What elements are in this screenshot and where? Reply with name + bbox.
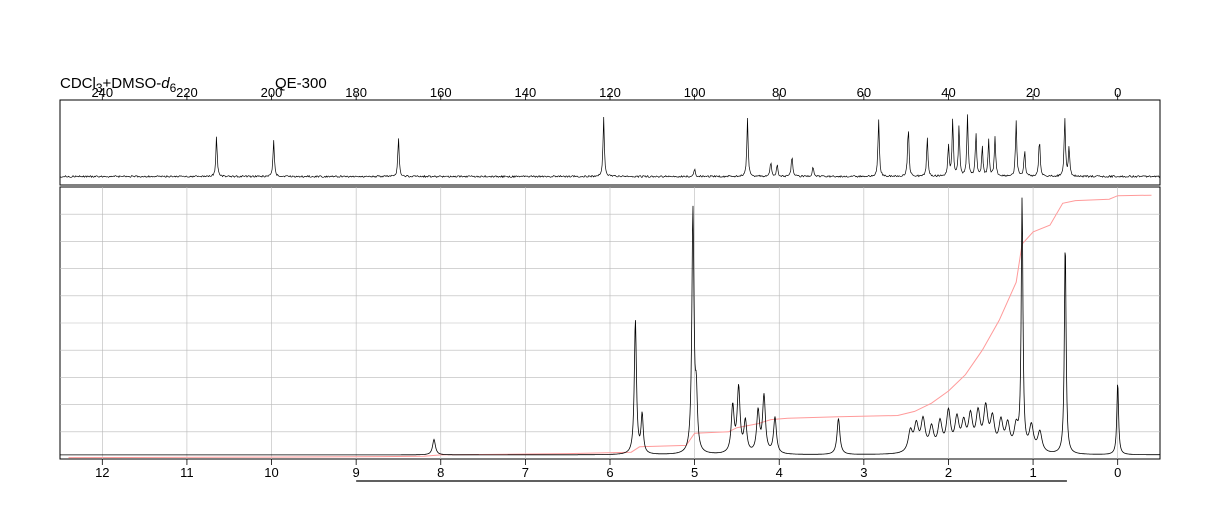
top-axis-label: 20 [1026,85,1040,100]
top-axis-label: 140 [515,85,537,100]
nmr-page: CDCl3+DMSO-d6QE-300240220200180160140120… [0,0,1224,528]
top-spectrum-trace [60,114,1160,177]
top-axis-label: 40 [941,85,955,100]
bottom-axis-label: 0 [1114,465,1121,480]
bottom-axis-label: 3 [860,465,867,480]
bottom-axis-label: 8 [437,465,444,480]
instrument-label: QE-300 [275,75,327,92]
bottom-axis-label: 10 [264,465,278,480]
top-axis-label: 120 [599,85,621,100]
top-axis-label: 180 [345,85,367,100]
bottom-axis-label: 1 [1029,465,1036,480]
bottom-axis-label: 6 [606,465,613,480]
top-axis-label: 220 [176,85,198,100]
bottom-axis-label: 7 [522,465,529,480]
bottom-axis-label: 2 [945,465,952,480]
top-axis-label: 60 [857,85,871,100]
top-axis-label: 0 [1114,85,1121,100]
nmr-svg: CDCl3+DMSO-d6QE-300240220200180160140120… [0,0,1224,528]
top-axis-label: 200 [261,85,283,100]
bottom-axis-label: 9 [353,465,360,480]
bottom-axis-label: 12 [95,465,109,480]
bottom-axis-label: 11 [180,465,194,480]
top-axis-label: 160 [430,85,452,100]
top-axis-label: 100 [684,85,706,100]
bottom-axis-label: 4 [776,465,783,480]
top-axis-label: 240 [91,85,113,100]
solvent-label: CDCl3+DMSO-d6 [60,75,177,95]
top-axis-label: 80 [772,85,786,100]
bottom-axis-label: 5 [691,465,698,480]
